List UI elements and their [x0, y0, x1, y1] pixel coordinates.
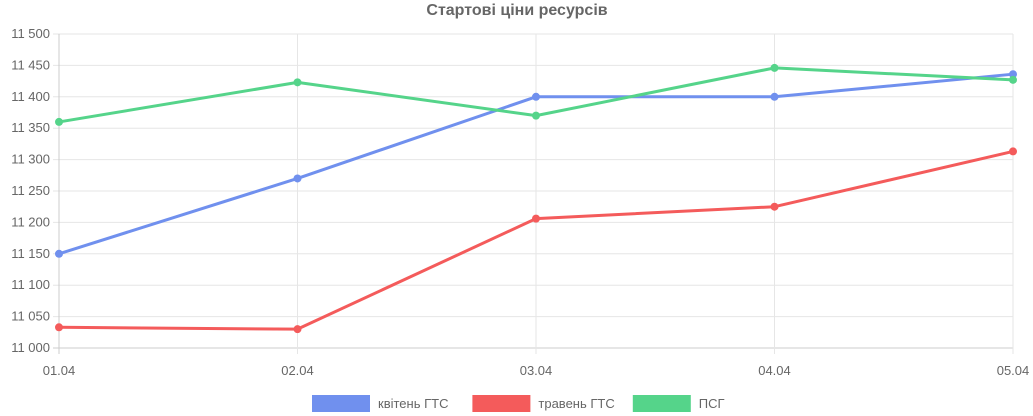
data-point[interactable]	[532, 111, 540, 120]
y-tick-label: 11 200	[11, 214, 50, 229]
legend-swatch	[472, 395, 531, 412]
y-tick-label: 11 400	[11, 89, 50, 104]
series-2	[55, 63, 1017, 126]
data-point[interactable]	[55, 117, 63, 126]
y-axis-ticks: 11 000 11 050 11 100 11 150 11 200 11 250 11 3…	[11, 26, 50, 355]
y-tick-label: 11 150	[11, 246, 50, 261]
data-point[interactable]	[293, 78, 302, 87]
series-1	[55, 147, 1017, 334]
series-0	[55, 70, 1017, 258]
legend-label: травень ГТС	[538, 396, 614, 411]
data-point[interactable]	[1009, 147, 1017, 156]
x-tick-label: 02.04	[281, 363, 314, 378]
data-point[interactable]	[532, 214, 540, 223]
chart-title: Стартові ціни ресурсів	[426, 2, 607, 19]
y-tick-label: 11 000	[11, 340, 50, 355]
y-tick-label: 11 100	[11, 277, 50, 292]
legend-swatch	[632, 395, 691, 412]
data-point[interactable]	[1009, 70, 1017, 79]
data-point[interactable]	[770, 92, 779, 101]
legend-swatch	[312, 395, 370, 412]
data-point[interactable]	[770, 202, 779, 211]
y-tick-label: 11 250	[11, 183, 50, 198]
y-tick-label: 11 350	[11, 120, 50, 135]
legend-item[interactable]: квітень ГТС	[312, 395, 448, 412]
x-axis-ticks: 01.04 02.04 03.04 04.04 05.04	[43, 363, 1030, 378]
series-lines	[55, 63, 1017, 334]
y-tick-label: 11 450	[11, 57, 50, 72]
data-point[interactable]	[55, 323, 63, 332]
data-point[interactable]	[293, 325, 302, 334]
legend-label: квітень ГТС	[378, 396, 448, 411]
x-tick-label: 04.04	[758, 363, 791, 378]
data-point[interactable]	[55, 249, 63, 258]
x-tick-label: 03.04	[520, 363, 553, 378]
grid-lines	[53, 33, 1014, 354]
legend: квітень ГТС травень ГТС ПСГ	[312, 395, 725, 412]
y-tick-label: 11 300	[11, 152, 50, 167]
y-tick-label: 11 050	[11, 309, 50, 324]
y-tick-label: 11 500	[11, 26, 50, 41]
data-point[interactable]	[770, 63, 779, 72]
data-point[interactable]	[293, 174, 302, 183]
legend-item[interactable]: ПСГ	[632, 395, 725, 412]
x-tick-label: 05.04	[997, 363, 1030, 378]
legend-item[interactable]: травень ГТС	[472, 395, 615, 412]
legend-label: ПСГ	[699, 396, 725, 411]
x-tick-label: 01.04	[43, 363, 76, 378]
data-point[interactable]	[532, 92, 540, 101]
data-point[interactable]	[1009, 75, 1017, 84]
